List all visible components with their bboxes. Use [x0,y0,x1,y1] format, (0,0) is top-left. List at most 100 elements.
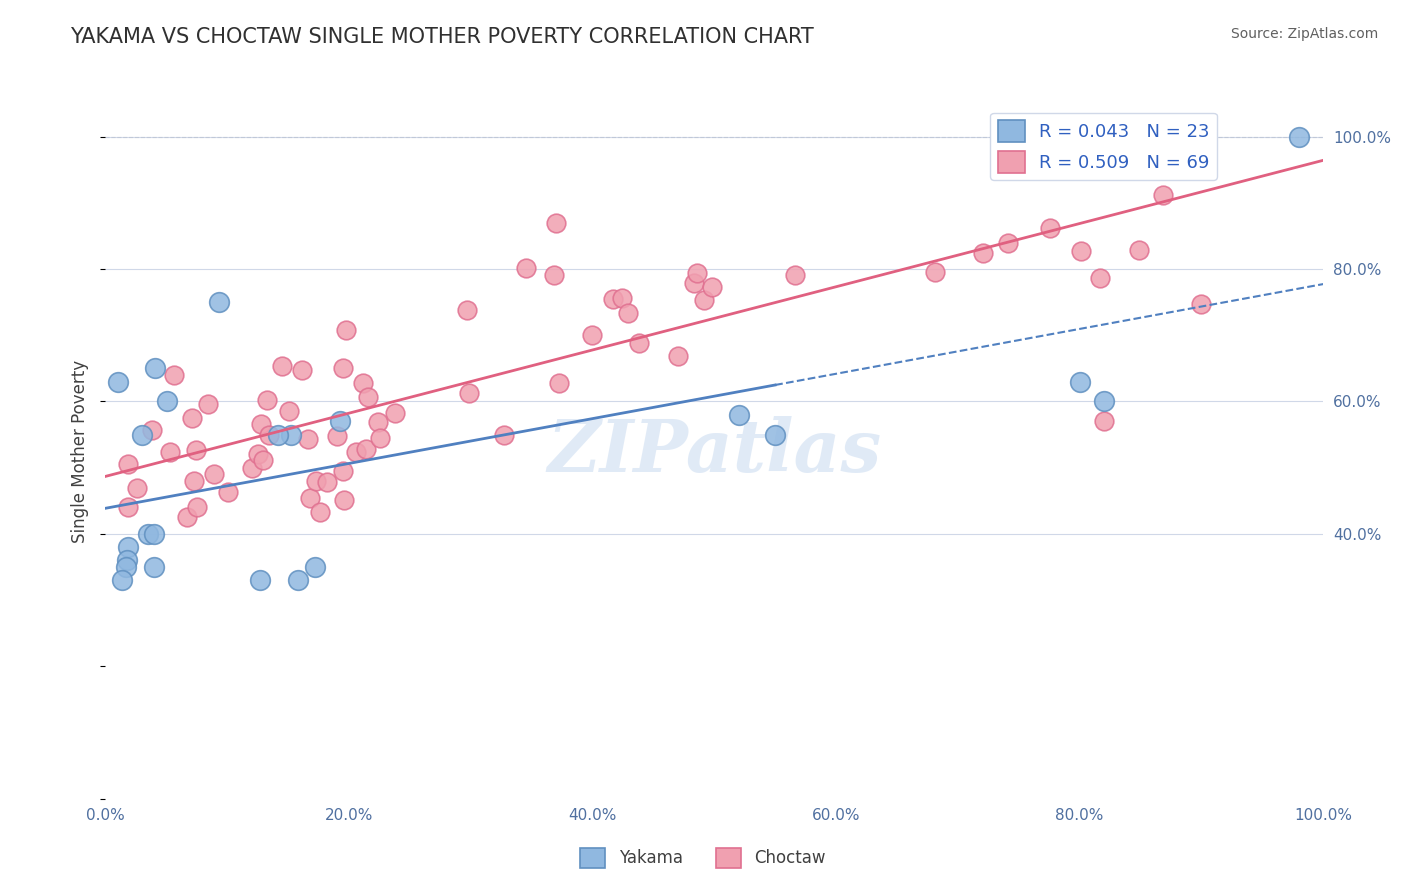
Point [143,361,166,376]
Point [456,303,478,318]
Point [125,481,148,495]
Point [280,427,302,442]
Point [1128,244,1150,258]
Point [1070,244,1092,259]
Point [107,375,129,389]
Point [602,292,624,306]
Point [141,423,163,437]
Point [297,433,319,447]
Point [329,414,352,428]
Point [581,328,603,343]
Point [250,417,273,431]
Point [1152,187,1174,202]
Point [186,500,208,514]
Point [763,427,786,442]
Point [117,500,139,515]
Point [352,376,374,390]
Point [136,527,159,541]
Point [1039,221,1062,235]
Point [1069,375,1091,389]
Point [159,444,181,458]
Point [612,291,634,305]
Point [683,277,706,291]
Point [256,392,278,407]
Point [785,268,807,282]
Point [163,368,186,383]
Point [1092,414,1115,428]
Point [298,491,321,505]
Text: YAKAMA VS CHOCTAW SINGLE MOTHER POVERTY CORRELATION CHART: YAKAMA VS CHOCTAW SINGLE MOTHER POVERTY … [70,27,814,46]
Point [143,560,166,574]
Point [335,323,357,337]
Point [270,359,292,374]
Point [1046,140,1069,154]
Point [1088,271,1111,285]
Point [700,280,723,294]
Point [492,428,515,442]
Point [291,363,314,377]
Point [197,397,219,411]
Point [117,458,139,472]
Point [142,527,165,541]
Point [344,445,367,459]
Point [544,216,567,230]
Point [457,385,479,400]
Point [1015,145,1038,160]
Point [1104,145,1126,160]
Point [924,265,946,279]
Point [1092,394,1115,409]
Point [156,394,179,409]
Point [316,475,339,489]
Text: ZIPatlas: ZIPatlas [547,416,882,487]
Point [247,447,270,461]
Point [249,574,271,588]
Point [183,474,205,488]
Point [515,261,537,276]
Point [208,295,231,310]
Point [332,465,354,479]
Point [287,574,309,588]
Point [304,560,326,574]
Point [252,453,274,467]
Point [617,306,640,320]
Point [305,474,328,488]
Point [997,236,1019,251]
Point [131,427,153,442]
Point [354,442,377,457]
Legend: Yakama, Choctaw: Yakama, Choctaw [574,841,832,875]
Legend: R = 0.043   N = 23, R = 0.509   N = 69: R = 0.043 N = 23, R = 0.509 N = 69 [990,112,1216,180]
Point [384,406,406,420]
Point [548,376,571,391]
Point [692,293,714,307]
Point [1118,155,1140,169]
Point [114,560,136,574]
Point [217,485,239,500]
Point [627,335,650,350]
Point [332,361,354,376]
Point [666,349,689,363]
Text: Source: ZipAtlas.com: Source: ZipAtlas.com [1230,27,1378,41]
Point [240,461,263,475]
Point [184,443,207,458]
Point [357,390,380,404]
Point [180,410,202,425]
Point [972,246,994,260]
Point [267,427,290,442]
Point [333,493,356,508]
Point [727,408,749,422]
Point [176,509,198,524]
Point [367,415,389,429]
Point [257,428,280,442]
Point [326,428,349,442]
Point [543,268,565,282]
Point [368,431,391,445]
Point [1288,129,1310,144]
Point [1191,297,1213,311]
Point [686,266,709,280]
Point [202,467,225,481]
Y-axis label: Single Mother Poverty: Single Mother Poverty [72,359,89,542]
Point [278,404,301,418]
Point [115,553,138,567]
Point [308,505,330,519]
Point [111,574,134,588]
